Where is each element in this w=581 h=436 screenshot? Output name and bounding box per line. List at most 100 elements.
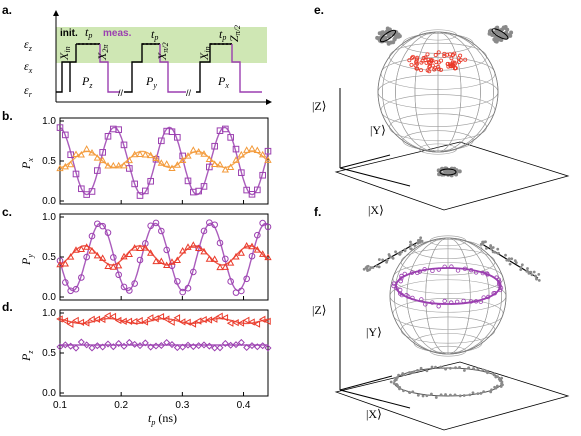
data-point (83, 253, 90, 261)
projection-point (448, 393, 452, 397)
panel-c: c. 1.0 0.5 0.0 Py (2, 205, 272, 303)
state-point (410, 295, 415, 301)
data-point (195, 147, 203, 155)
data-point (152, 154, 160, 161)
projection-point (525, 269, 529, 273)
data-point (83, 341, 91, 349)
data-point (125, 338, 133, 346)
projection-point (454, 366, 457, 370)
y-axis-label: Py (19, 254, 35, 266)
state-point (402, 271, 407, 277)
data-point (136, 316, 143, 325)
data-point (232, 318, 239, 327)
data-point (88, 148, 96, 156)
state-point (426, 57, 431, 62)
data-point (158, 227, 165, 235)
projection-point (371, 266, 375, 269)
projection-point (381, 258, 385, 262)
y-tick-label: 1.0 (42, 212, 56, 223)
projection-point (397, 373, 400, 377)
panel-letter-d: d. (2, 300, 13, 314)
projection-point (400, 250, 403, 254)
data-point (136, 192, 144, 199)
projection-point (482, 390, 486, 393)
data-point (200, 227, 208, 235)
projection-point (413, 244, 417, 247)
data-point (131, 340, 139, 348)
data-point (248, 342, 256, 350)
projection-point (532, 270, 536, 274)
data-point (200, 150, 208, 157)
projection-point (505, 258, 509, 262)
panel-letter-b: b. (2, 109, 13, 123)
data-point (189, 320, 197, 328)
data-point (237, 338, 245, 346)
header-init: init. (60, 28, 78, 39)
data-point (67, 253, 75, 260)
arrow-right-icon (266, 99, 272, 105)
data-point (67, 160, 75, 168)
data-point (211, 142, 218, 150)
state-point (399, 276, 404, 281)
projection-point (472, 367, 475, 370)
data-point (83, 145, 91, 152)
projection-point (484, 240, 487, 244)
projection-point (416, 368, 419, 372)
data-point (94, 220, 101, 228)
data-point (259, 219, 266, 227)
projection-point (389, 380, 393, 384)
data-point (216, 239, 224, 247)
header-tp: tp (85, 25, 92, 40)
data-point (189, 241, 197, 248)
data-point (130, 317, 138, 326)
projection-point (420, 239, 424, 243)
state-point (436, 304, 441, 309)
projection-point (493, 250, 497, 254)
state-point (433, 53, 438, 58)
state-point (485, 272, 490, 277)
state-point (498, 285, 504, 291)
state-point (449, 63, 454, 68)
data-point (221, 263, 229, 270)
projection-fit (439, 168, 457, 176)
projection-point (508, 33, 513, 38)
projection-point (425, 369, 429, 373)
projection-point (434, 365, 437, 369)
data-point (72, 170, 80, 178)
data-point (221, 314, 229, 322)
projection-point (485, 246, 488, 250)
data-point (248, 190, 256, 198)
data-point (104, 340, 112, 348)
data-point (115, 161, 123, 169)
projection-point (499, 385, 503, 388)
data-point (190, 268, 197, 276)
x-tick-label: 0.1 (53, 400, 67, 411)
data-point (238, 169, 245, 176)
data-point (174, 134, 181, 141)
energy-label-ez: εz (24, 37, 33, 53)
y-axis (339, 154, 391, 169)
data-point (72, 316, 79, 325)
data-point (162, 315, 170, 323)
state-point (473, 299, 479, 304)
data-point (99, 156, 107, 164)
data-point (259, 342, 267, 350)
state-point (449, 300, 454, 305)
data-point (238, 287, 245, 295)
data-point (243, 241, 251, 249)
data-point (237, 249, 245, 256)
pulse-segment-2 (124, 43, 160, 93)
projection-point (507, 257, 511, 261)
state-point (436, 50, 441, 55)
projection-point (385, 26, 390, 31)
data-point (104, 262, 112, 270)
data-point (125, 250, 133, 258)
state-point (425, 68, 430, 73)
y-tick-label: 0.0 (42, 388, 56, 399)
ket-y-label: |Y⟩ (366, 325, 382, 339)
segment-label-pz: Pz (81, 74, 93, 90)
data-point (248, 252, 256, 260)
data-point (72, 344, 80, 352)
y-axis-label: Px (19, 158, 35, 170)
state-point (462, 266, 468, 272)
